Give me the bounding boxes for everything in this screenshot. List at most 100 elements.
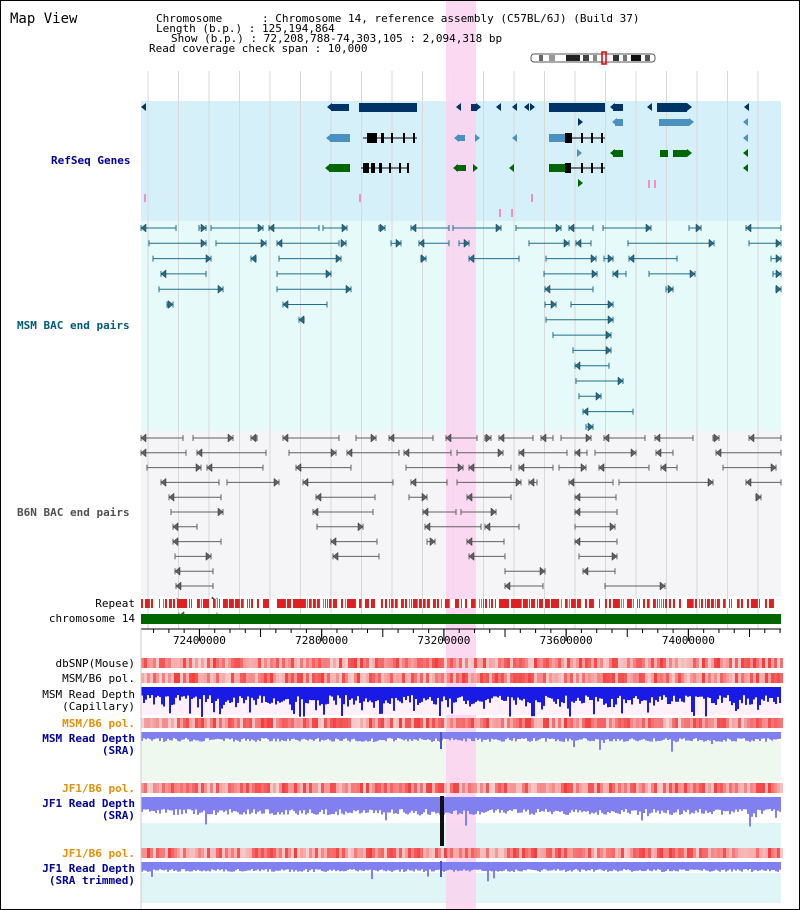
track-label-msm-bac[interactable]: MSM BAC end pairs [17, 319, 130, 332]
dbsnp-heat [318, 658, 321, 668]
jf1-b6-pol-heat-2 [738, 848, 741, 858]
msm-b6-pol-heat-2 [378, 718, 381, 728]
jf1-b6-pol-heat-2 [384, 848, 387, 858]
jf1-depth-trim-bar [677, 862, 679, 872]
axis-tick-label: 73200000 [417, 634, 470, 647]
jf1-b6-pol-heat [546, 783, 549, 793]
msm-b6-pol-heat-2 [273, 718, 276, 728]
dbsnp-heat [543, 658, 546, 668]
jf1-depth-sra-bar [481, 797, 483, 813]
track-label-refseq[interactable]: RefSeq Genes [51, 154, 131, 167]
jf1-depth-sra-bar [465, 797, 467, 826]
msm-b6-pol-heat-2 [330, 718, 333, 728]
bac-pair-arrow [550, 299, 557, 310]
jf1-depth-trim-bar [705, 862, 707, 871]
jf1-b6-pol-heat-2 [255, 848, 258, 858]
track-label-b6n-bac[interactable]: B6N BAC end pairs [17, 506, 130, 519]
jf1-depth-trim-bar [259, 862, 261, 872]
dbsnp-heat [681, 658, 684, 668]
jf1-b6-pol-heat [420, 783, 423, 793]
jf1-b6-pol-heat [564, 783, 567, 793]
jf1-depth-sra-bar [199, 797, 201, 813]
dbsnp-heat [156, 658, 159, 668]
msm-depth-sra-bar [433, 732, 435, 742]
msm-depth-cap-bar [597, 687, 599, 702]
gene-tick [511, 209, 513, 217]
msm-depth-sra-bar [269, 732, 271, 742]
jf1-depth-trim-bar [225, 862, 227, 870]
repeat-mark [325, 599, 326, 608]
dbsnp-heat [246, 658, 249, 668]
dbsnp-heat [417, 658, 420, 668]
repeat-mark [301, 599, 303, 608]
jf1-depth-sra-bar [723, 797, 725, 811]
msm-depth-sra-bar [437, 732, 439, 741]
msm-depth-cap-bar [233, 687, 235, 698]
msm-depth-cap-bar [721, 687, 723, 703]
msm-depth-sra-bar [185, 732, 187, 739]
jf1-depth-sra-bar [651, 797, 653, 813]
jf1-depth-sra-bar [397, 797, 399, 815]
bac-pair-arrow [708, 238, 715, 248]
repeat-mark [181, 599, 183, 608]
msm-b6-pol-heat-2 [639, 718, 642, 728]
jf1-b6-pol-heat [141, 783, 144, 793]
jf1-b6-pol-heat-2 [150, 848, 153, 858]
gene-arrow [578, 118, 583, 126]
jf1-depth-sra-bar [653, 797, 655, 810]
msm-depth-sra-bar [543, 732, 545, 739]
msm-depth-sra-bar [703, 732, 705, 742]
jf1-depth-trim-bar [343, 862, 345, 872]
jf1-depth-sra-bar [395, 797, 397, 814]
msm-depth-sra-bar [671, 732, 673, 752]
jf1-depth-trim-bar [361, 862, 363, 871]
jf1-b6-pol-heat-2 [183, 848, 186, 858]
msm-depth-cap-bar [379, 687, 381, 714]
jf1-depth-trim-bar [281, 862, 283, 870]
jf1-depth-sra-bar [525, 797, 527, 812]
msm-depth-sra-bar [169, 732, 171, 741]
msm-b6-pol-heat [726, 673, 729, 683]
jf1-depth-sra-bar [327, 797, 329, 815]
msm-depth-sra-bar [565, 732, 567, 739]
msm-b6-pol-heat-2 [339, 718, 342, 728]
bac-pair-arrow [424, 522, 431, 532]
msm-depth-cap-bar [147, 687, 149, 696]
jf1-b6-pol-heat-2 [699, 848, 702, 858]
jf1-depth-sra-bar [241, 797, 243, 815]
msm-depth-sra-bar [691, 732, 693, 742]
jf1-b6-pol-heat [531, 783, 534, 793]
dbsnp-heat [423, 658, 426, 668]
jf1-depth-trim-bar [537, 862, 539, 872]
msm-depth-cap-bar [717, 687, 719, 700]
msm-b6-pol-heat-2 [210, 718, 213, 728]
jf1-depth-trim-bar [297, 862, 299, 872]
jf1-b6-pol-heat [384, 783, 387, 793]
msm-b6-pol-heat-2 [174, 718, 177, 728]
msm-depth-sra-bar [325, 732, 327, 740]
jf1-b6-pol-heat [300, 783, 303, 793]
jf1-depth-sra-bar [607, 797, 609, 812]
msm-b6-pol-heat [648, 673, 651, 683]
jf1-depth-sra-bar [201, 797, 203, 813]
jf1-b6-pol-heat [408, 783, 411, 793]
msm-depth-cap-bar [599, 687, 601, 699]
jf1-b6-pol-heat [726, 783, 729, 793]
jf1-depth-trim-bar [741, 862, 743, 872]
msm-b6-pol-heat [321, 673, 324, 683]
jf1-b6-pol-heat-2 [570, 848, 573, 858]
jf1-b6-pol-heat [189, 783, 192, 793]
msm-depth-cap-bar [531, 687, 533, 717]
bac-pair-arrow [388, 433, 395, 443]
jf1-b6-pol-heat-2 [765, 848, 768, 858]
msm-depth-cap-bar [501, 687, 503, 700]
msm-depth-sra-bar [767, 732, 769, 739]
dbsnp-heat [357, 658, 360, 668]
jf1-depth-trim-bar [347, 862, 349, 870]
jf1-depth-sra-bar [359, 797, 361, 814]
msm-depth-sra-bar [341, 732, 343, 741]
msm-b6-pol-heat-2 [183, 718, 186, 728]
repeat-mark [249, 599, 250, 608]
jf1-depth-sra-bar [519, 797, 521, 813]
